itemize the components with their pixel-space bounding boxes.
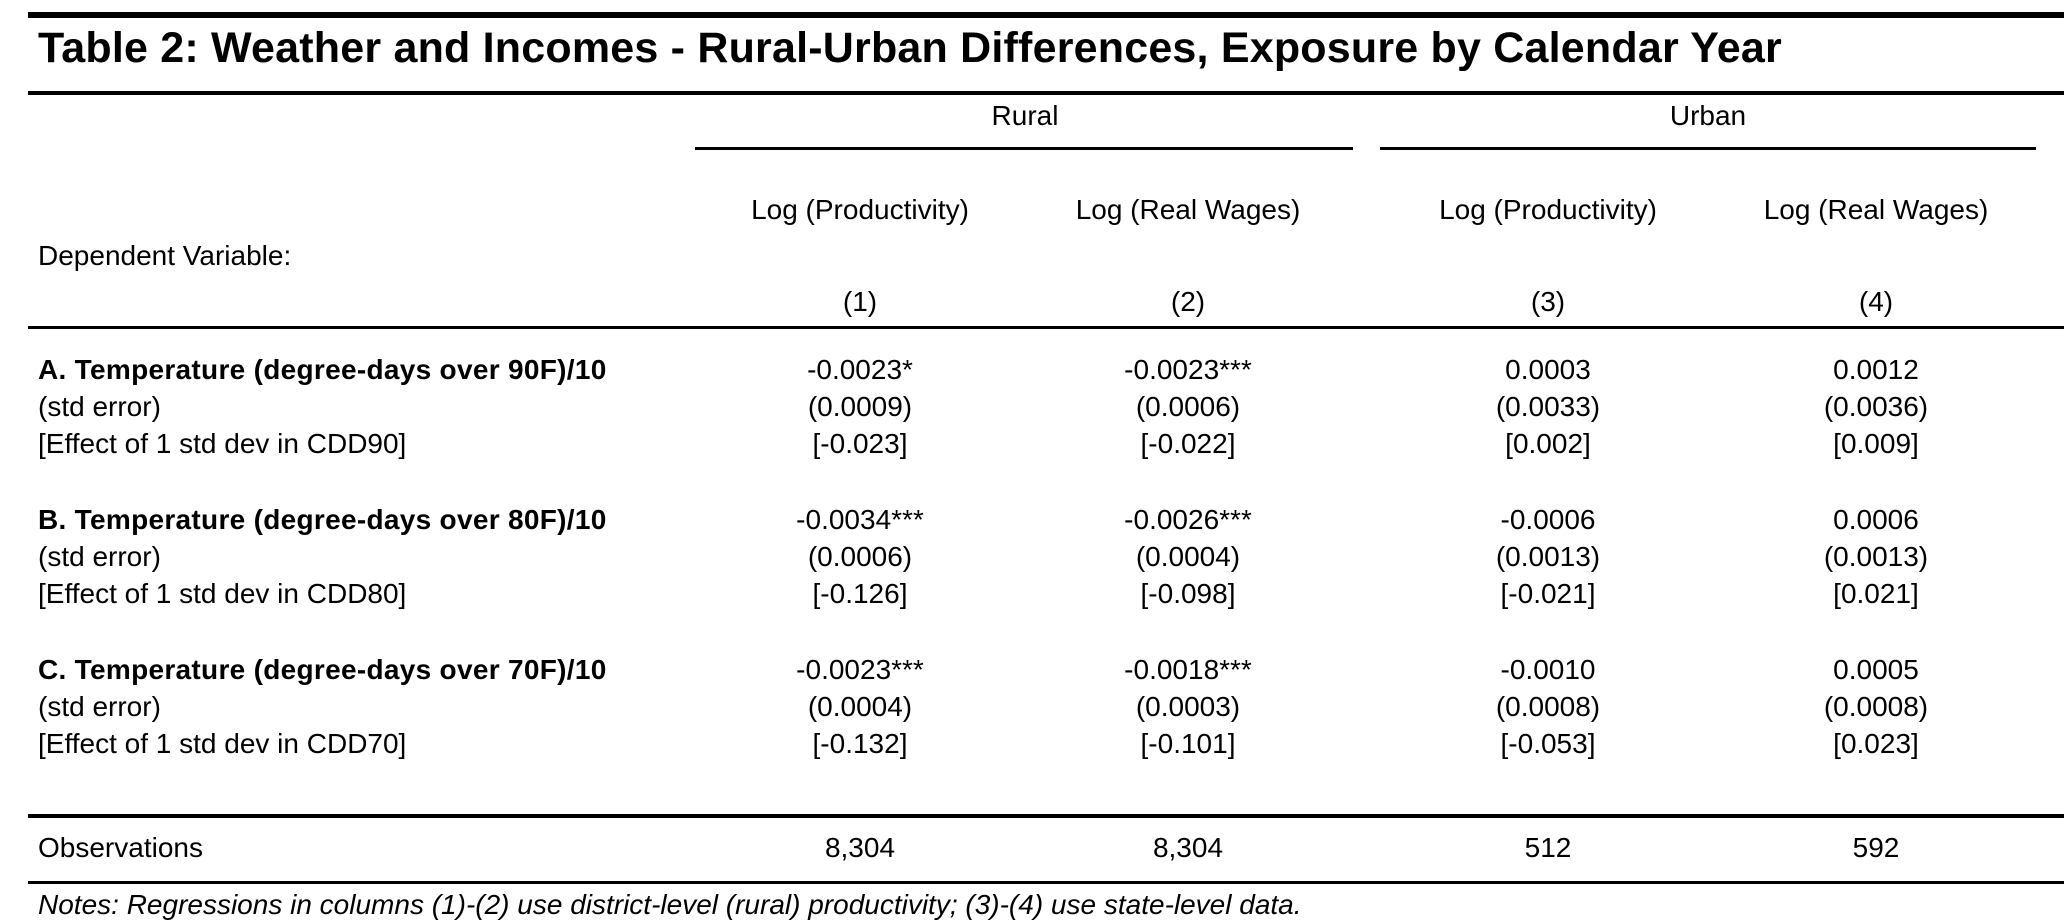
panel-c-effect-col4: [0.023] (1833, 728, 1919, 759)
column-3-number: (3) (1530, 286, 1566, 317)
panel-c-se-col4: (0.0008) (1823, 691, 1929, 722)
panel-c-se-col3: (0.0008) (1495, 691, 1601, 722)
urban-group-rule (1380, 147, 2036, 150)
panel-a-effect-col3: [0.002] (1505, 428, 1591, 459)
panel-c-effect-col3: [-0.053] (1500, 728, 1596, 759)
column-4-number: (4) (1858, 286, 1894, 317)
panel-a-label: A. Temperature (degree-days over 90F)/10 (38, 354, 607, 385)
panel-c-coef-col1: -0.0023*** (796, 654, 924, 685)
header-bottom-rule (28, 326, 2064, 329)
panel-a-effect-col1: [-0.023] (812, 428, 908, 459)
panel-b-coef-col4: 0.0006 (1833, 504, 1919, 535)
panel-b-se-col1: (0.0006) (807, 541, 913, 572)
panel-a-se-label: (std error) (38, 391, 161, 422)
panel-b-coef-col3: -0.0006 (1500, 504, 1596, 535)
panel-c-se-col2: (0.0003) (1135, 691, 1241, 722)
panel-a-se-col3: (0.0033) (1495, 391, 1601, 422)
table-bottom-rule (28, 881, 2064, 884)
panel-b-coef-col2: -0.0026*** (1124, 504, 1252, 535)
panel-a-coef-col4: 0.0012 (1833, 354, 1919, 385)
group-header-rural: Rural (991, 100, 1059, 131)
column-3-header: Log (Productivity) (1439, 194, 1657, 225)
panel-a-coef-col1: -0.0023* (807, 354, 913, 385)
panel-a-se-col1: (0.0009) (807, 391, 913, 422)
table-title: Table 2: Weather and Incomes - Rural-Urb… (38, 24, 1782, 72)
panel-c-coef-col3: -0.0010 (1500, 654, 1596, 685)
panel-a-coef-col3: 0.0003 (1505, 354, 1591, 385)
panel-a-coef-col2: -0.0023*** (1124, 354, 1252, 385)
column-2-number: (2) (1170, 286, 1206, 317)
panel-c-coef-col2: -0.0018*** (1124, 654, 1252, 685)
panel-a-effect-col2: [-0.022] (1140, 428, 1236, 459)
rural-group-rule (695, 147, 1353, 150)
panel-b-label: B. Temperature (degree-days over 80F)/10 (38, 504, 607, 535)
dependent-variable-label: Dependent Variable: (38, 240, 292, 271)
panel-b-se-col2: (0.0004) (1135, 541, 1241, 572)
panel-c-effect-label: [Effect of 1 std dev in CDD70] (38, 728, 407, 759)
panel-a-effect-col4: [0.009] (1833, 428, 1919, 459)
panel-c-se-label: (std error) (38, 691, 161, 722)
column-1-number: (1) (842, 286, 878, 317)
column-1-header: Log (Productivity) (751, 194, 969, 225)
panel-b-coef-col1: -0.0034*** (796, 504, 924, 535)
panel-c-effect-col2: [-0.101] (1140, 728, 1236, 759)
table-notes: Notes: Regressions in columns (1)-(2) us… (38, 889, 1302, 920)
panel-b-effect-col2: [-0.098] (1140, 578, 1236, 609)
panel-b-effect-col1: [-0.126] (812, 578, 908, 609)
panel-a-se-col2: (0.0006) (1135, 391, 1241, 422)
panel-c-effect-col1: [-0.132] (812, 728, 908, 759)
panel-b-effect-col3: [-0.021] (1500, 578, 1596, 609)
panel-c-label: C. Temperature (degree-days over 70F)/10 (38, 654, 607, 685)
panel-b-effect-label: [Effect of 1 std dev in CDD80] (38, 578, 407, 609)
observations-col4: 592 (1852, 832, 1900, 863)
observations-col2: 8,304 (1152, 832, 1224, 863)
panel-c-coef-col4: 0.0005 (1833, 654, 1919, 685)
panel-b-se-col4: (0.0013) (1823, 541, 1929, 572)
column-2-header: Log (Real Wages) (1075, 194, 1301, 225)
panel-a-se-col4: (0.0036) (1823, 391, 1929, 422)
panel-a-effect-label: [Effect of 1 std dev in CDD90] (38, 428, 407, 459)
group-header-urban: Urban (1669, 100, 1747, 131)
panel-b-se-label: (std error) (38, 541, 161, 572)
observations-top-rule (28, 814, 2064, 818)
observations-label: Observations (38, 832, 203, 863)
panel-b-effect-col4: [0.021] (1833, 578, 1919, 609)
observations-col1: 8,304 (824, 832, 896, 863)
panel-b-se-col3: (0.0013) (1495, 541, 1601, 572)
title-bottom-rule (28, 91, 2064, 95)
panel-c-se-col1: (0.0004) (807, 691, 913, 722)
observations-col3: 512 (1524, 832, 1572, 863)
table-top-rule (28, 12, 2064, 18)
column-4-header: Log (Real Wages) (1763, 194, 1989, 225)
